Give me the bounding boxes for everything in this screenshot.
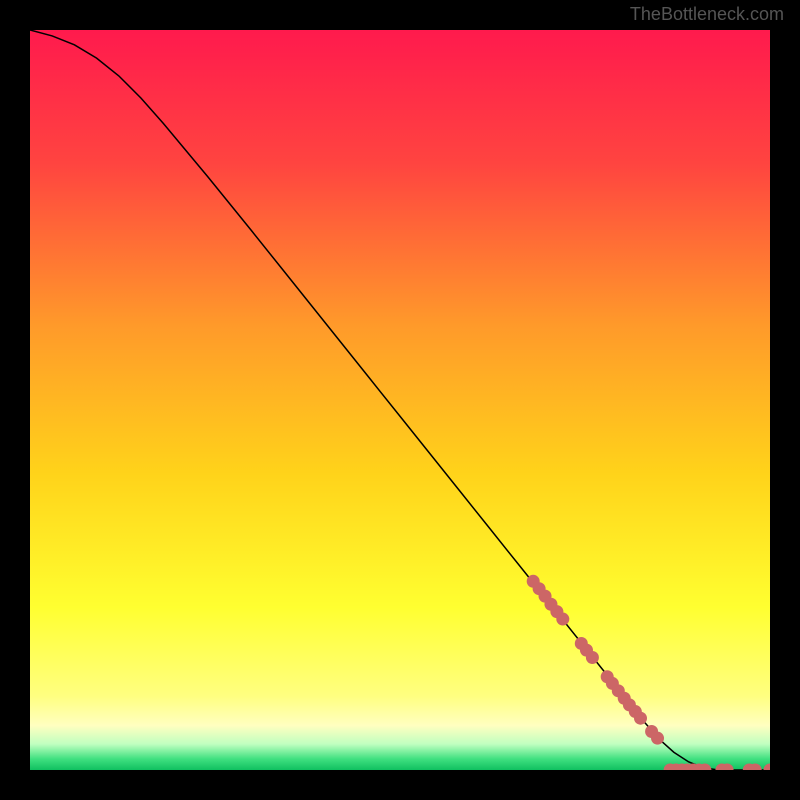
data-point — [586, 651, 599, 664]
chart-background — [30, 30, 770, 770]
watermark-text: TheBottleneck.com — [630, 4, 784, 25]
chart-svg — [30, 30, 770, 770]
chart-plot-area — [30, 30, 770, 770]
data-point — [634, 712, 647, 725]
data-point — [556, 613, 569, 626]
data-point — [651, 732, 664, 745]
